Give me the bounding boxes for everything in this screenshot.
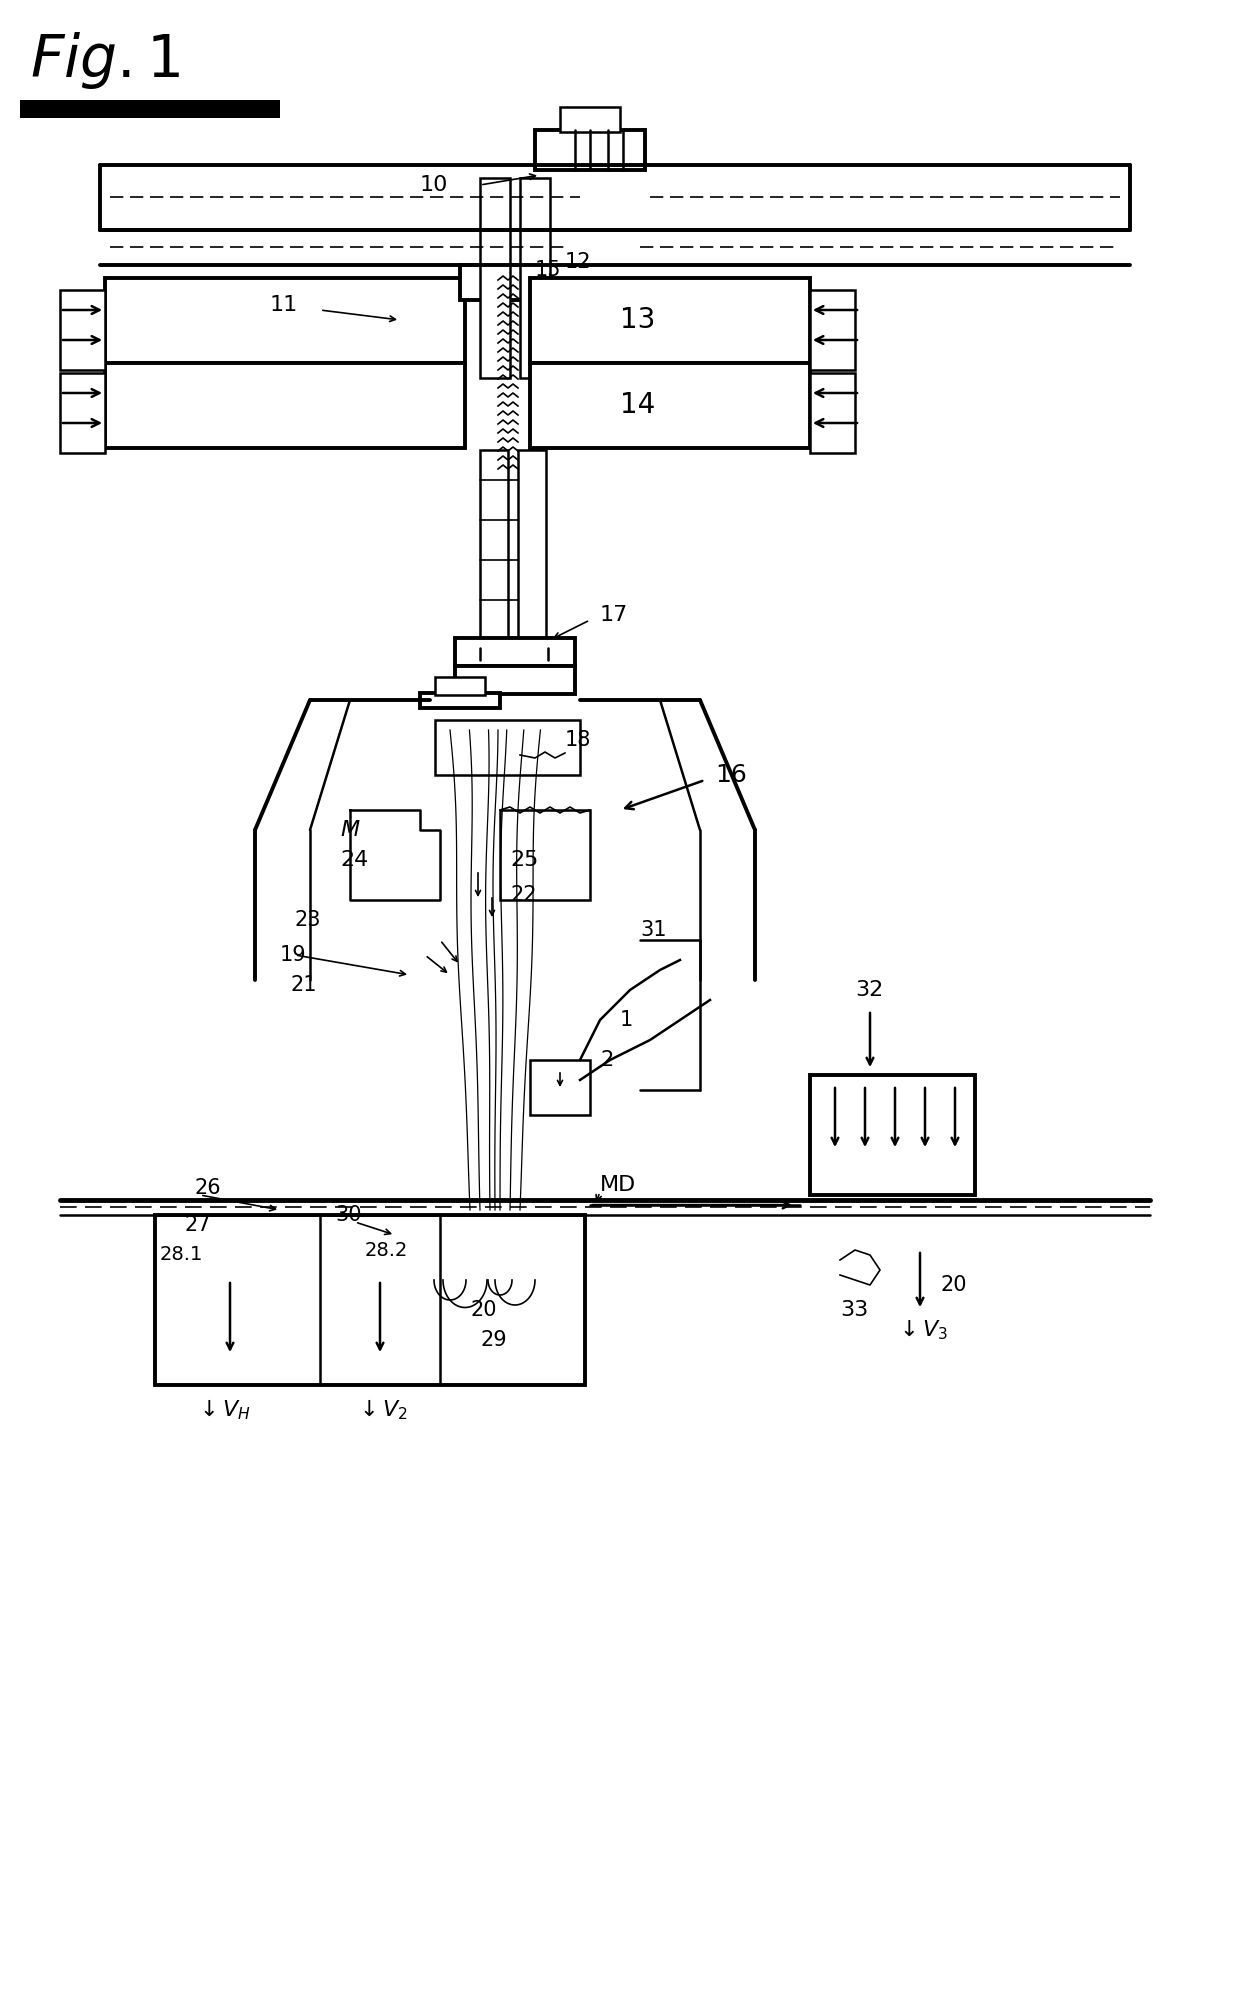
Bar bbox=[480, 450, 508, 650]
Text: 21: 21 bbox=[290, 975, 316, 995]
Bar bbox=[518, 450, 546, 650]
Text: 13: 13 bbox=[620, 307, 656, 335]
Text: 33: 33 bbox=[839, 1299, 868, 1319]
Text: $\downarrow V_2$: $\downarrow V_2$ bbox=[355, 1397, 408, 1423]
Text: 25: 25 bbox=[510, 849, 538, 871]
Text: $\mathbf{\mathit{Fig.1}}$: $\mathbf{\mathit{Fig.1}}$ bbox=[30, 30, 181, 92]
Text: 28.2: 28.2 bbox=[365, 1240, 408, 1260]
Bar bbox=[60, 373, 105, 452]
Bar bbox=[810, 291, 856, 371]
Bar bbox=[105, 363, 465, 448]
Bar bbox=[810, 373, 856, 452]
Text: 32: 32 bbox=[856, 981, 883, 1000]
Bar bbox=[560, 108, 620, 132]
Text: 24: 24 bbox=[340, 849, 368, 871]
Text: 26: 26 bbox=[195, 1178, 222, 1198]
Bar bbox=[420, 694, 500, 708]
Text: 22: 22 bbox=[510, 885, 537, 905]
Text: 2: 2 bbox=[600, 1050, 614, 1070]
Text: 10: 10 bbox=[420, 175, 449, 195]
Bar bbox=[534, 130, 645, 169]
Bar bbox=[455, 638, 575, 666]
Bar bbox=[480, 177, 510, 379]
Bar bbox=[460, 265, 534, 301]
Text: 20: 20 bbox=[470, 1299, 496, 1319]
Bar bbox=[105, 277, 465, 363]
Text: 17: 17 bbox=[600, 606, 629, 626]
Bar bbox=[435, 719, 580, 775]
Text: 11: 11 bbox=[270, 295, 299, 315]
Bar bbox=[520, 177, 551, 379]
Text: MD: MD bbox=[600, 1176, 636, 1196]
Text: $\downarrow V_3$: $\downarrow V_3$ bbox=[895, 1317, 949, 1343]
Text: 19: 19 bbox=[280, 945, 306, 965]
Text: 16: 16 bbox=[715, 763, 746, 787]
Bar bbox=[60, 291, 105, 371]
Text: 14: 14 bbox=[620, 391, 655, 419]
Text: 15: 15 bbox=[534, 259, 562, 279]
Text: 30: 30 bbox=[335, 1206, 362, 1226]
Text: 12: 12 bbox=[565, 251, 591, 271]
Text: 20: 20 bbox=[940, 1276, 966, 1295]
Bar bbox=[529, 1060, 590, 1114]
Text: 31: 31 bbox=[640, 921, 667, 941]
Bar bbox=[155, 1216, 585, 1385]
Text: 28.1: 28.1 bbox=[160, 1246, 203, 1264]
Bar bbox=[529, 363, 810, 448]
Bar bbox=[810, 1074, 975, 1196]
Bar bbox=[20, 100, 280, 118]
Text: 1: 1 bbox=[620, 1010, 634, 1030]
Text: 29: 29 bbox=[480, 1329, 507, 1349]
Bar bbox=[529, 277, 810, 363]
Text: $\downarrow V_H$: $\downarrow V_H$ bbox=[195, 1397, 250, 1423]
Bar bbox=[455, 666, 575, 694]
Bar bbox=[435, 678, 485, 696]
Text: 27: 27 bbox=[185, 1216, 212, 1236]
Text: 18: 18 bbox=[565, 729, 591, 749]
Text: 23: 23 bbox=[295, 911, 321, 931]
Text: M: M bbox=[340, 819, 360, 839]
Bar bbox=[500, 809, 590, 901]
